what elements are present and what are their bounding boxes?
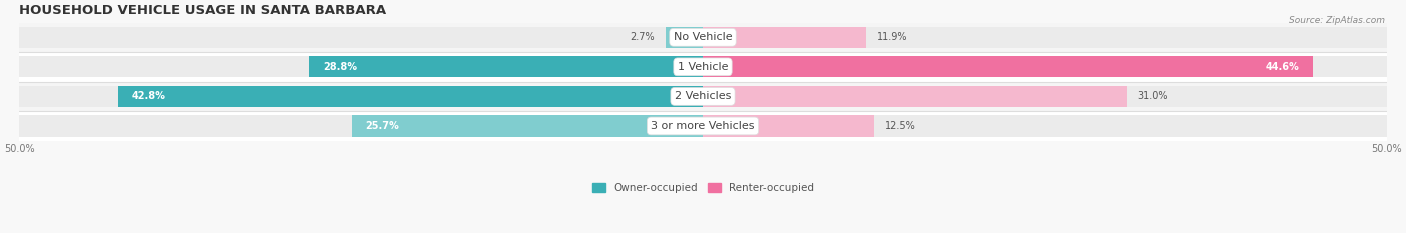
Bar (20, 23, 1386, 52)
Bar (703, 56, 1313, 78)
Bar (703, 86, 1126, 107)
Bar (20, 52, 1386, 82)
Bar (20, 86, 1386, 107)
Bar (20, 115, 1386, 137)
Bar (703, 115, 875, 137)
Text: 25.7%: 25.7% (366, 121, 399, 131)
Text: 44.6%: 44.6% (1265, 62, 1299, 72)
Text: 1 Vehicle: 1 Vehicle (678, 62, 728, 72)
Bar (118, 86, 703, 107)
Text: 3 or more Vehicles: 3 or more Vehicles (651, 121, 755, 131)
Text: 28.8%: 28.8% (323, 62, 357, 72)
Bar (703, 27, 866, 48)
Text: 11.9%: 11.9% (876, 32, 907, 42)
Bar (666, 27, 703, 48)
Text: No Vehicle: No Vehicle (673, 32, 733, 42)
Text: 2 Vehicles: 2 Vehicles (675, 91, 731, 101)
Bar (20, 27, 1386, 48)
Bar (352, 115, 703, 137)
Bar (20, 56, 1386, 78)
Bar (20, 82, 1386, 111)
Bar (309, 56, 703, 78)
Text: 31.0%: 31.0% (1137, 91, 1168, 101)
Text: HOUSEHOLD VEHICLE USAGE IN SANTA BARBARA: HOUSEHOLD VEHICLE USAGE IN SANTA BARBARA (20, 4, 387, 17)
Text: Source: ZipAtlas.com: Source: ZipAtlas.com (1289, 16, 1385, 25)
Text: 2.7%: 2.7% (630, 32, 655, 42)
Text: 42.8%: 42.8% (132, 91, 166, 101)
Legend: Owner-occupied, Renter-occupied: Owner-occupied, Renter-occupied (588, 179, 818, 197)
Bar (20, 111, 1386, 141)
Text: 12.5%: 12.5% (884, 121, 915, 131)
